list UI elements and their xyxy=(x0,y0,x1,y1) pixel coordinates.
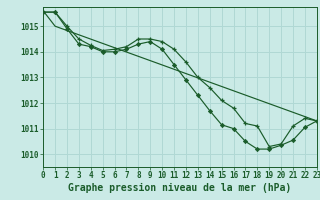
X-axis label: Graphe pression niveau de la mer (hPa): Graphe pression niveau de la mer (hPa) xyxy=(68,183,292,193)
